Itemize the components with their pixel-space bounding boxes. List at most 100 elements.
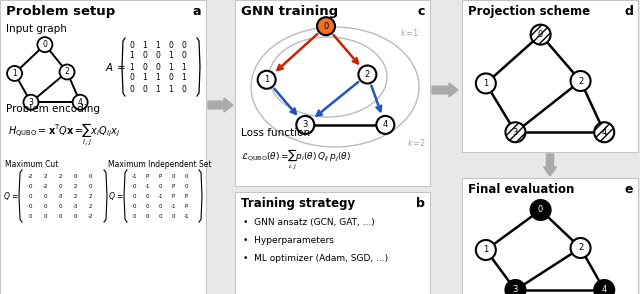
Text: 3: 3 xyxy=(29,98,33,107)
Text: 0: 0 xyxy=(44,203,47,208)
Text: -3: -3 xyxy=(72,203,77,208)
Text: 1: 1 xyxy=(182,74,186,83)
Text: 1: 1 xyxy=(130,63,134,71)
Circle shape xyxy=(60,64,74,79)
Text: -1: -1 xyxy=(131,173,137,178)
Text: •  Hyperparameters: • Hyperparameters xyxy=(243,236,334,245)
Text: 0: 0 xyxy=(184,173,188,178)
Circle shape xyxy=(317,17,335,35)
Text: Maximum Independent Set: Maximum Independent Set xyxy=(108,160,211,169)
Circle shape xyxy=(73,95,88,110)
Text: 0: 0 xyxy=(58,183,61,188)
Text: 0: 0 xyxy=(132,213,136,218)
Text: P: P xyxy=(158,173,162,178)
Text: 0: 0 xyxy=(172,173,175,178)
Text: 1: 1 xyxy=(156,41,161,49)
Text: 3: 3 xyxy=(513,285,518,294)
Text: 0: 0 xyxy=(28,213,32,218)
Text: -2: -2 xyxy=(42,183,48,188)
Text: 0: 0 xyxy=(158,203,162,208)
Text: 0: 0 xyxy=(538,206,543,215)
Text: 2: 2 xyxy=(578,243,583,253)
Text: 0: 0 xyxy=(158,183,162,188)
Circle shape xyxy=(506,280,525,294)
Text: 0: 0 xyxy=(132,203,136,208)
Text: P: P xyxy=(172,183,175,188)
Text: 4: 4 xyxy=(602,285,607,294)
Text: Loss function: Loss function xyxy=(241,128,310,138)
Circle shape xyxy=(358,66,376,83)
Text: d: d xyxy=(624,5,633,18)
Text: 2: 2 xyxy=(65,68,69,76)
Text: 0: 0 xyxy=(168,74,173,83)
Text: 4: 4 xyxy=(77,98,83,107)
Text: 2: 2 xyxy=(578,76,583,86)
Text: 0: 0 xyxy=(58,203,61,208)
Text: 0: 0 xyxy=(73,213,77,218)
Text: 0: 0 xyxy=(88,183,92,188)
Text: 1: 1 xyxy=(168,84,173,93)
Circle shape xyxy=(258,71,276,89)
Text: 1: 1 xyxy=(156,84,161,93)
Circle shape xyxy=(7,66,22,81)
Text: 0: 0 xyxy=(156,63,161,71)
Circle shape xyxy=(571,238,591,258)
Text: 0: 0 xyxy=(58,213,61,218)
Text: -1: -1 xyxy=(144,183,150,188)
Text: 0: 0 xyxy=(88,173,92,178)
Text: Final evaluation: Final evaluation xyxy=(468,183,574,196)
Circle shape xyxy=(595,280,614,294)
Text: -1: -1 xyxy=(157,193,163,198)
Text: 0: 0 xyxy=(172,213,175,218)
Text: 2: 2 xyxy=(44,173,47,178)
Text: 0: 0 xyxy=(182,51,186,61)
Text: 0: 0 xyxy=(44,193,47,198)
Text: 0: 0 xyxy=(132,183,136,188)
Text: 0: 0 xyxy=(182,41,186,49)
Text: 1: 1 xyxy=(12,69,17,78)
FancyArrow shape xyxy=(432,83,458,97)
Text: 0: 0 xyxy=(129,74,134,83)
Text: a: a xyxy=(193,5,201,18)
Bar xyxy=(0,0,206,294)
Text: Problem setup: Problem setup xyxy=(6,5,115,18)
FancyArrow shape xyxy=(543,154,557,176)
Text: $k\!=\!2$: $k\!=\!2$ xyxy=(407,136,426,148)
Text: 0: 0 xyxy=(28,183,32,188)
Text: 0: 0 xyxy=(145,213,148,218)
Text: -1: -1 xyxy=(170,203,176,208)
Text: 0: 0 xyxy=(143,84,147,93)
Text: 0: 0 xyxy=(129,84,134,93)
Text: c: c xyxy=(418,5,425,18)
Circle shape xyxy=(506,122,525,142)
Text: 2: 2 xyxy=(58,173,61,178)
Circle shape xyxy=(595,122,614,142)
Text: •  ML optimizer (Adam, SGD, ...): • ML optimizer (Adam, SGD, ...) xyxy=(243,254,388,263)
Text: 1: 1 xyxy=(264,75,269,84)
Text: 1: 1 xyxy=(168,51,173,61)
Text: $A\,{=}$: $A\,{=}$ xyxy=(105,61,126,73)
Text: 0: 0 xyxy=(184,183,188,188)
Circle shape xyxy=(531,200,550,220)
Text: 3: 3 xyxy=(303,121,308,129)
Text: 1: 1 xyxy=(182,63,186,71)
Text: 1: 1 xyxy=(143,41,147,49)
Text: -3: -3 xyxy=(57,193,63,198)
Circle shape xyxy=(376,116,394,134)
Text: Training strategy: Training strategy xyxy=(241,197,355,210)
Text: 1: 1 xyxy=(156,74,161,83)
Bar xyxy=(462,178,638,294)
Text: 2: 2 xyxy=(365,70,370,79)
Circle shape xyxy=(571,71,591,91)
Bar xyxy=(235,192,430,294)
Text: 0: 0 xyxy=(143,51,147,61)
Text: 1: 1 xyxy=(168,63,173,71)
Text: 0: 0 xyxy=(73,173,77,178)
Text: P: P xyxy=(145,173,148,178)
Text: -2: -2 xyxy=(28,173,33,178)
Text: -1: -1 xyxy=(183,213,189,218)
Bar xyxy=(462,0,638,152)
Text: 0: 0 xyxy=(168,41,173,49)
Text: 0: 0 xyxy=(323,22,328,31)
Circle shape xyxy=(476,74,496,93)
